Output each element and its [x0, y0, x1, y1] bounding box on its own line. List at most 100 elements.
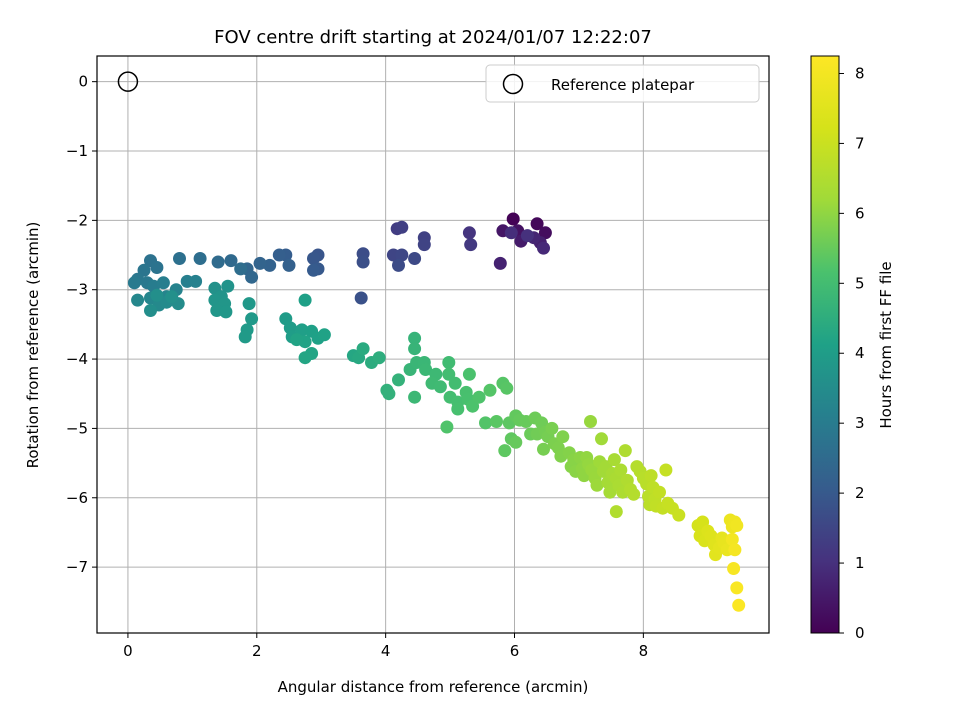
data-point: [165, 290, 179, 304]
data-point: [245, 270, 259, 284]
data-point: [537, 442, 550, 456]
data-point: [538, 226, 552, 240]
x-tick-label: 8: [639, 642, 649, 660]
data-point: [603, 485, 617, 499]
data-point: [417, 238, 431, 252]
data-points: [127, 212, 746, 612]
data-point: [556, 430, 570, 444]
colorbar-tick-label: 2: [855, 484, 865, 502]
data-point: [290, 333, 304, 347]
data-point: [307, 263, 320, 277]
data-point: [618, 444, 632, 458]
x-tick-label: 0: [123, 642, 133, 660]
data-point: [440, 420, 454, 434]
y-tick-label: −3: [66, 281, 88, 299]
data-point: [448, 376, 462, 390]
data-point: [298, 351, 312, 365]
data-point: [382, 387, 396, 401]
chart-title: FOV centre drift starting at 2024/01/07 …: [214, 27, 652, 48]
y-axis-label: Rotation from reference (arcmin): [24, 222, 42, 469]
data-point: [372, 351, 386, 365]
data-point: [490, 415, 503, 428]
data-point: [408, 390, 422, 404]
data-point: [221, 279, 235, 293]
y-tick-label: −6: [66, 489, 88, 507]
y-tick-label: 0: [78, 73, 88, 91]
data-point: [219, 305, 233, 319]
data-point: [595, 432, 608, 446]
data-point: [156, 276, 170, 290]
data-point: [282, 258, 296, 272]
data-point: [498, 444, 512, 458]
data-point: [193, 252, 207, 265]
data-point: [504, 226, 518, 240]
data-point: [728, 543, 742, 557]
data-point: [392, 373, 405, 387]
data-point: [609, 505, 623, 519]
data-point: [356, 342, 370, 356]
data-point: [451, 402, 465, 416]
colorbar-tick-label: 0: [855, 624, 865, 642]
data-point: [479, 416, 492, 430]
reference-marker: [117, 71, 139, 92]
legend-marker-icon: [502, 73, 524, 95]
data-point: [272, 248, 286, 262]
data-point: [725, 532, 739, 546]
data-point: [732, 598, 746, 612]
x-tick-label: 6: [510, 642, 520, 660]
data-point: [584, 415, 597, 428]
colorbar-tick-label: 3: [855, 414, 865, 432]
data-point: [150, 261, 164, 274]
data-point: [354, 291, 368, 305]
data-point: [238, 330, 252, 344]
data-point: [317, 328, 331, 342]
colorbar-tick-label: 4: [855, 344, 865, 362]
data-point: [506, 212, 520, 226]
x-axis-ticks: 0 2 4 6 8: [123, 633, 648, 660]
x-tick-label: 2: [252, 642, 262, 660]
data-point: [173, 252, 186, 265]
x-tick-label: 4: [381, 642, 391, 660]
data-point: [408, 252, 422, 265]
legend: Reference platepar: [485, 64, 760, 103]
data-point: [659, 463, 673, 477]
data-point: [500, 381, 514, 395]
data-point: [131, 293, 145, 307]
data-point: [419, 363, 433, 376]
legend-box: [485, 64, 760, 103]
data-point: [356, 255, 370, 269]
colorbar-gradient: [810, 55, 840, 634]
data-point: [307, 252, 320, 265]
data-point: [263, 258, 277, 272]
data-point: [295, 323, 309, 337]
data-point: [395, 248, 409, 262]
data-point: [509, 435, 523, 449]
data-point: [462, 226, 476, 240]
colorbar-tick-label: 7: [855, 134, 865, 152]
data-point: [442, 367, 456, 381]
data-point: [730, 581, 744, 595]
data-point: [224, 254, 238, 268]
colorbar: 0 1 2 3 4 5 6 7 8 Hours from first FF file: [810, 55, 895, 642]
data-point: [462, 367, 476, 381]
data-point: [644, 469, 658, 483]
y-tick-label: −5: [66, 419, 88, 437]
data-point: [298, 293, 312, 307]
data-point: [242, 297, 256, 311]
data-point: [395, 220, 409, 234]
x-axis-label: Angular distance from reference (arcmin): [278, 678, 589, 696]
data-point: [408, 331, 422, 345]
data-point: [520, 229, 534, 243]
colorbar-label: Hours from first FF file: [877, 261, 895, 428]
data-point: [234, 262, 248, 276]
y-tick-label: −4: [66, 350, 88, 368]
data-point: [144, 304, 157, 317]
colorbar-ticks: 0 1 2 3 4 5 6 7 8: [839, 64, 865, 642]
data-point: [137, 263, 151, 277]
plot-frame: [96, 55, 770, 634]
data-point: [433, 380, 447, 394]
data-point: [627, 487, 641, 501]
data-point: [614, 463, 628, 477]
y-tick-label: −1: [66, 142, 88, 160]
